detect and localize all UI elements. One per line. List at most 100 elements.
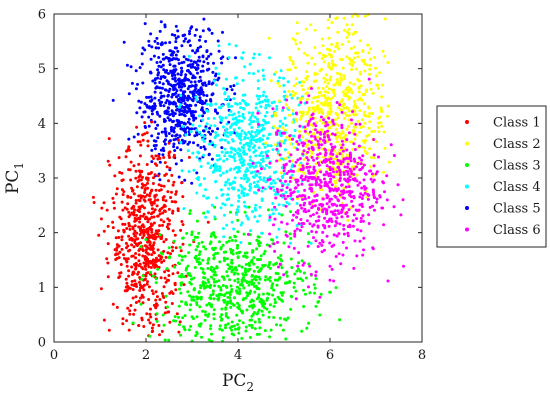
data-point	[303, 194, 307, 198]
data-point	[203, 81, 207, 85]
data-point	[199, 295, 203, 299]
data-point	[319, 107, 323, 111]
data-point	[259, 162, 262, 166]
data-point	[106, 159, 110, 163]
data-point	[125, 257, 129, 261]
data-point	[159, 184, 163, 188]
data-point	[194, 248, 198, 252]
data-point	[332, 279, 336, 283]
data-point	[249, 260, 253, 264]
x-axis-label: PC2	[222, 371, 254, 394]
data-point	[215, 266, 219, 270]
data-point	[236, 244, 239, 248]
data-point	[161, 146, 165, 150]
data-point	[156, 112, 160, 116]
data-point	[225, 169, 229, 173]
data-point	[258, 164, 262, 168]
data-point	[146, 220, 150, 224]
data-point	[334, 185, 337, 188]
data-point	[253, 215, 257, 219]
data-point	[137, 198, 141, 202]
data-point	[262, 178, 266, 182]
data-point	[102, 318, 106, 322]
data-point	[298, 228, 302, 232]
data-point	[195, 131, 198, 134]
data-point	[368, 169, 372, 173]
data-point	[228, 267, 232, 271]
data-point	[313, 204, 317, 208]
data-point	[147, 298, 151, 301]
data-point	[345, 211, 349, 214]
data-point	[189, 90, 192, 94]
data-point	[242, 232, 246, 236]
data-point	[195, 332, 199, 336]
data-point	[228, 236, 232, 240]
data-point	[202, 139, 206, 143]
data-point	[180, 44, 184, 48]
data-point	[350, 118, 353, 122]
data-point	[341, 253, 345, 257]
data-point	[232, 97, 236, 101]
data-point	[379, 121, 383, 125]
data-point	[177, 175, 181, 179]
data-point	[186, 290, 190, 294]
data-point	[350, 14, 354, 18]
data-point	[280, 213, 284, 217]
data-point	[343, 146, 347, 150]
data-point	[233, 159, 237, 163]
data-point	[235, 134, 239, 138]
data-point	[245, 251, 249, 255]
data-point	[362, 163, 366, 167]
data-point	[132, 312, 136, 316]
data-point	[170, 71, 174, 75]
data-point	[230, 265, 234, 269]
data-point	[318, 313, 322, 317]
data-point	[268, 177, 272, 181]
data-point	[230, 104, 234, 108]
data-point	[121, 193, 125, 197]
data-point	[132, 232, 136, 236]
data-point	[135, 213, 138, 217]
data-point	[335, 204, 339, 208]
data-point	[269, 186, 273, 190]
data-point	[241, 311, 244, 315]
data-point	[287, 202, 291, 206]
data-point	[341, 149, 345, 153]
data-point	[190, 127, 194, 131]
data-point	[239, 138, 243, 142]
data-point	[330, 183, 334, 187]
data-point	[267, 292, 271, 296]
data-point	[252, 150, 256, 154]
data-point	[128, 312, 132, 316]
data-point	[333, 179, 337, 183]
data-point	[186, 106, 190, 110]
data-point	[146, 178, 150, 182]
data-point	[317, 146, 321, 150]
data-point	[236, 205, 240, 209]
data-point	[214, 235, 217, 239]
data-point	[161, 63, 165, 67]
data-point	[277, 99, 281, 103]
data-point	[306, 179, 310, 183]
data-point	[142, 184, 146, 187]
data-point	[381, 180, 385, 184]
data-point	[189, 324, 193, 328]
data-point	[304, 27, 308, 31]
data-point	[145, 95, 149, 99]
data-point	[226, 322, 230, 326]
data-point	[251, 111, 255, 115]
data-point	[356, 55, 360, 59]
data-point	[200, 108, 203, 112]
data-point	[186, 149, 190, 153]
data-point	[325, 182, 329, 186]
data-point	[274, 170, 278, 174]
data-point	[286, 194, 290, 198]
y-tick-label: 5	[38, 62, 46, 77]
data-point	[213, 205, 217, 209]
data-point	[135, 185, 139, 189]
data-point	[179, 291, 183, 295]
data-point	[229, 210, 232, 214]
data-point	[265, 154, 269, 158]
data-point	[233, 147, 237, 151]
data-point	[351, 224, 355, 228]
